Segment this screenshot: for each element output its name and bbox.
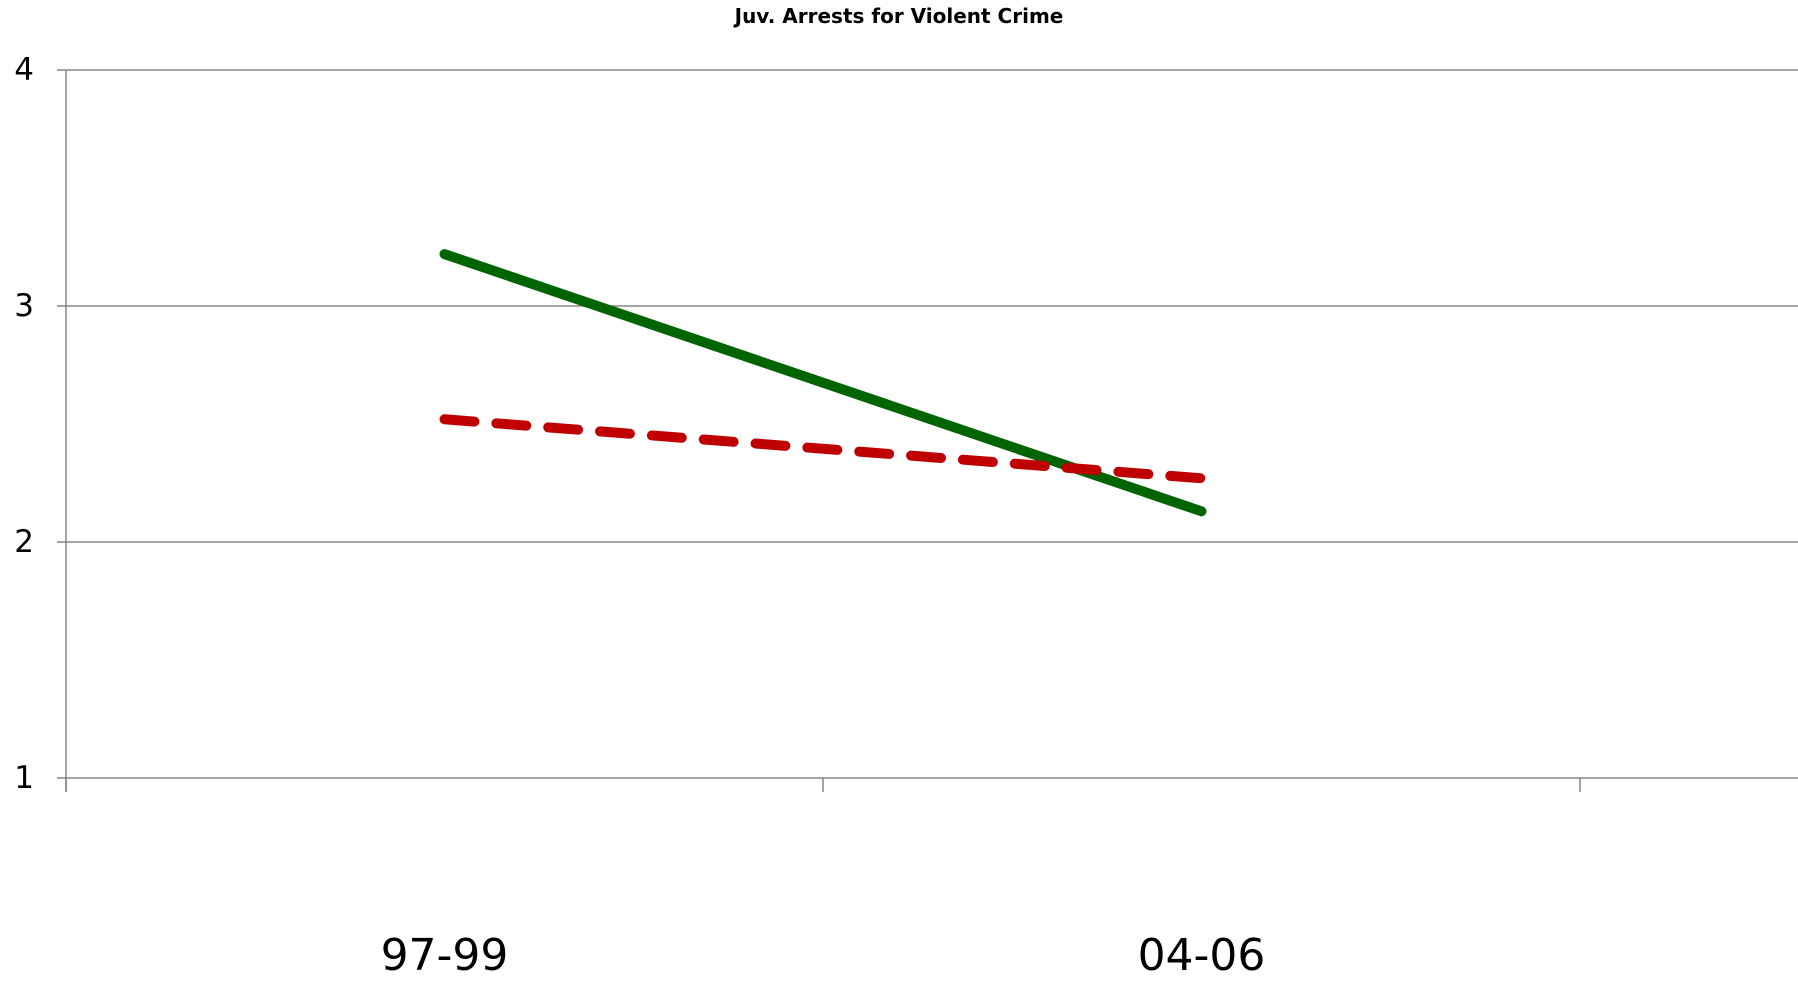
series-layer: [439, 249, 1207, 517]
axis-layer: [57, 69, 1581, 792]
label-layer: 1 2 3 4 97-99 04-06: [14, 52, 1265, 981]
y-tick-label-4: 4: [14, 52, 34, 88]
y-tick-label-2: 2: [14, 524, 34, 560]
chart-title: Juv. Arrests for Violent Crime: [734, 4, 1064, 28]
x-tick-label-04-06: 04-06: [1138, 930, 1266, 981]
x-tick-label-97-99: 97-99: [381, 930, 509, 981]
y-tick-label-1: 1: [14, 760, 34, 796]
series-line-1: [439, 414, 1207, 484]
y-tick-label-3: 3: [14, 288, 34, 324]
grid-layer: [66, 69, 1798, 779]
